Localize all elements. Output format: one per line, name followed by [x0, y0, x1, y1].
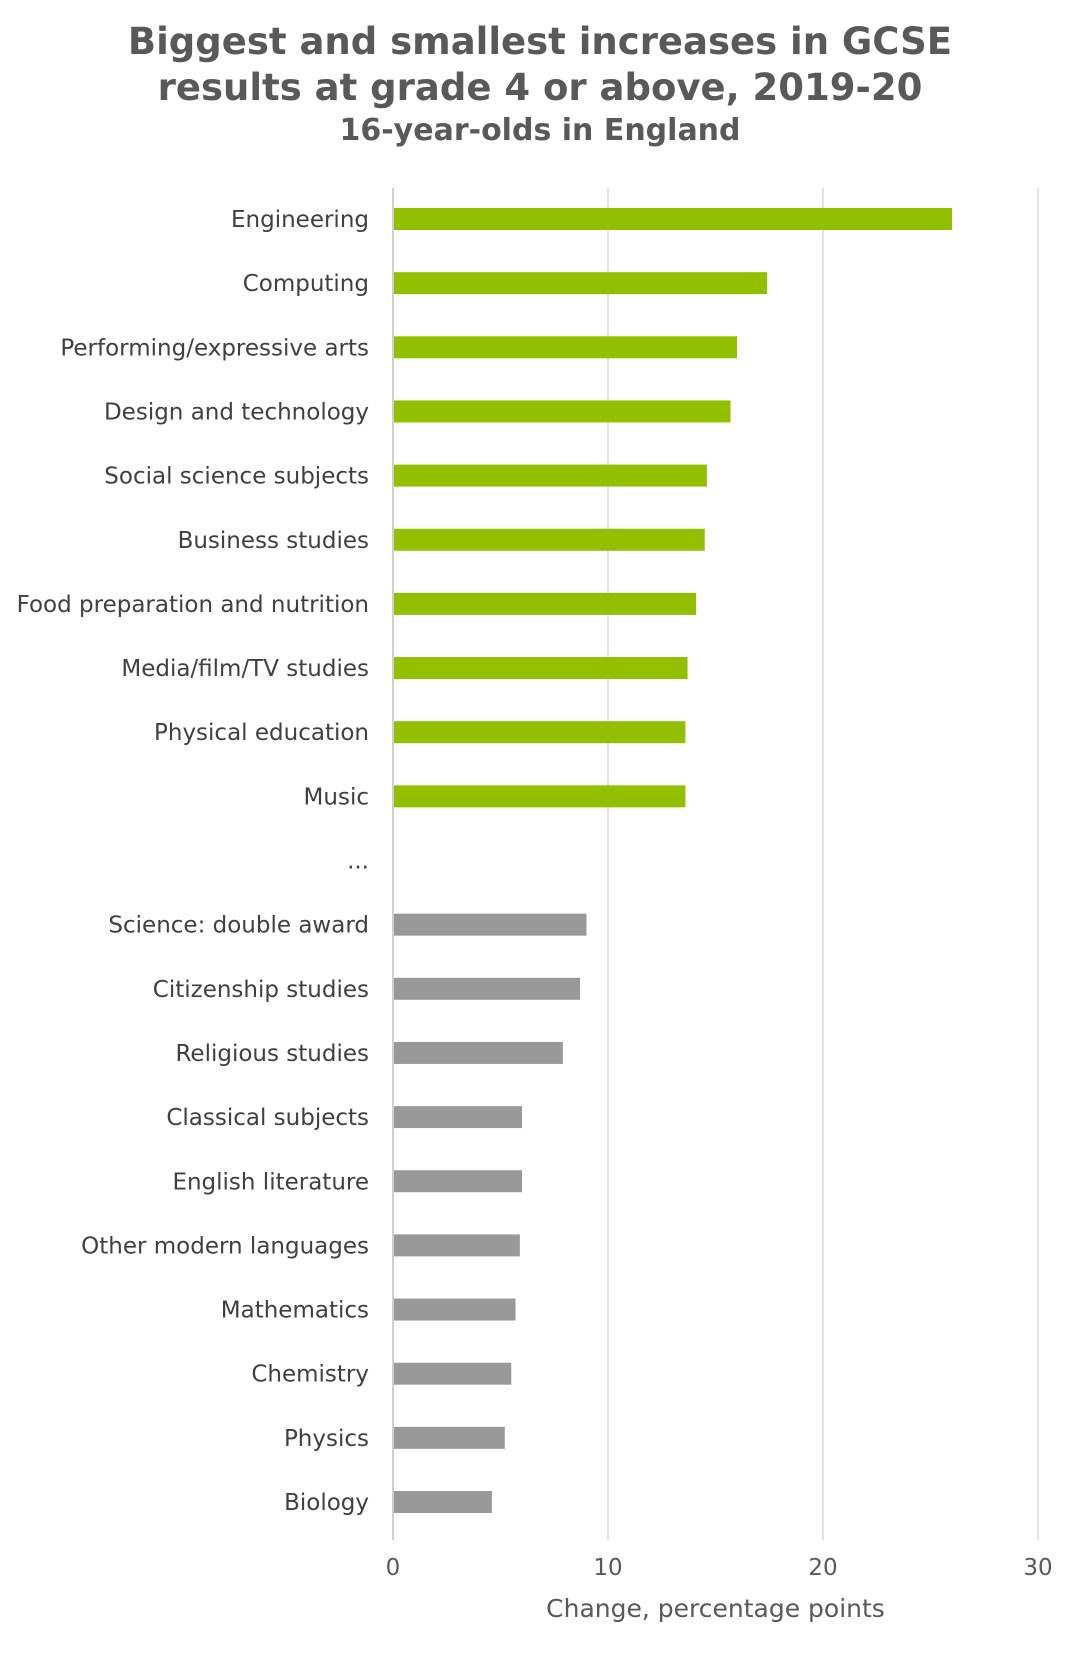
- bar: [394, 1426, 505, 1449]
- x-tick-label-10: 10: [593, 1555, 622, 1581]
- category-label: Mathematics: [221, 1298, 369, 1324]
- category-label: Design and technology: [104, 399, 369, 425]
- bar: [394, 1170, 522, 1193]
- x-axis-title: Change, percentage points: [546, 1594, 885, 1623]
- category-label: English literature: [172, 1169, 369, 1195]
- category-label: Physical education: [154, 720, 369, 746]
- x-tick-label-20: 20: [808, 1555, 837, 1581]
- chart-subtitle: 16-year-olds in England: [339, 113, 741, 148]
- bar: [394, 977, 581, 1000]
- bar: [394, 208, 952, 230]
- category-label: ...: [347, 849, 369, 875]
- bar: [394, 1298, 516, 1321]
- category-label: Engineering: [231, 207, 369, 233]
- category-label: Computing: [243, 271, 369, 297]
- bar: [394, 1041, 563, 1064]
- category-label: Media/film/TV studies: [121, 656, 369, 682]
- category-label: Chemistry: [251, 1362, 369, 1388]
- chart-title-line-1: Biggest and smallest increases in GCSE: [127, 20, 953, 63]
- bar: [394, 721, 686, 744]
- category-label: Classical subjects: [166, 1105, 369, 1131]
- category-label: Science: double award: [108, 913, 369, 939]
- category-label: Food preparation and nutrition: [17, 592, 369, 618]
- bar: [394, 272, 768, 295]
- category-label: Business studies: [178, 528, 369, 554]
- x-tick-label-0: 0: [386, 1555, 401, 1581]
- bar: [394, 464, 707, 487]
- bar: [394, 336, 737, 359]
- bar: [394, 592, 697, 615]
- category-label: Music: [304, 784, 369, 810]
- bar: [394, 913, 587, 936]
- category-label: Other modern languages: [81, 1233, 369, 1259]
- category-label: Biology: [284, 1490, 369, 1516]
- bar: [394, 785, 686, 808]
- bar: [394, 657, 688, 680]
- x-tick-label-30: 30: [1023, 1555, 1052, 1581]
- bar: [394, 528, 705, 551]
- category-label: Social science subjects: [104, 464, 369, 490]
- category-label: Performing/expressive arts: [60, 335, 369, 361]
- category-label: Physics: [284, 1426, 369, 1452]
- bar: [394, 1234, 520, 1257]
- chart-title-line-2: results at grade 4 or above, 2019-20: [157, 66, 923, 109]
- bar: [394, 1491, 492, 1513]
- bar: [394, 1106, 522, 1129]
- category-label: Religious studies: [175, 1041, 369, 1067]
- bar: [394, 400, 731, 423]
- bar: [394, 1362, 512, 1385]
- category-label: Citizenship studies: [153, 977, 369, 1003]
